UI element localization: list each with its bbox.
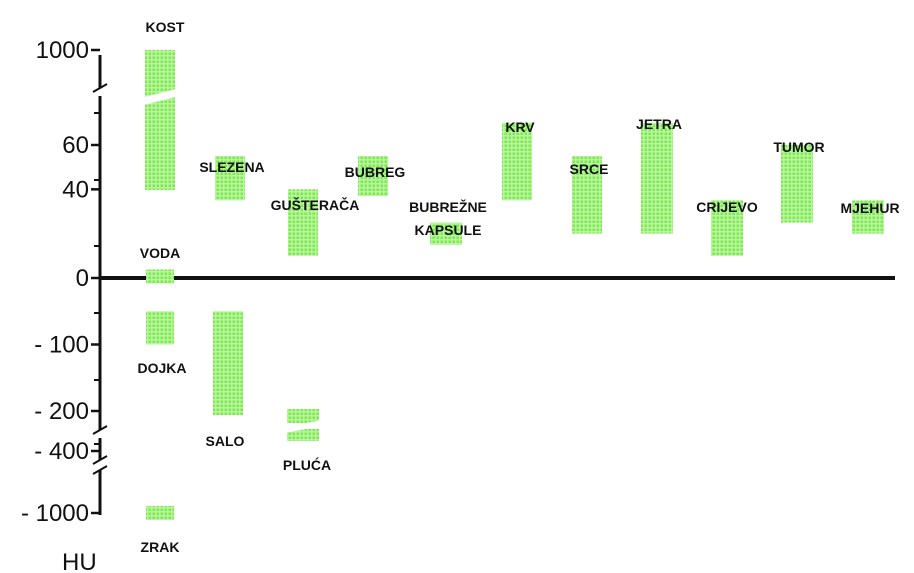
y-tick-label: - 200 (34, 398, 89, 425)
category-labels-group: KOST VODA ZRAK DOJKA SLEZENA SALO GUŠTERAČA PLU… (137, 19, 899, 555)
axis-break-mark (92, 425, 108, 435)
bar-zrak (146, 506, 174, 520)
category-label-kost: KOST (146, 19, 185, 35)
y-tick-label: 40 (62, 176, 89, 203)
bar-pluća (287, 429, 319, 441)
category-label-salo: SALO (206, 433, 245, 449)
bar-mjehur (852, 200, 884, 234)
category-label-srce: SRCE (570, 161, 609, 177)
category-label-dojka: DOJKA (137, 360, 186, 376)
bar-gušterača (288, 189, 318, 256)
bar-dojka (146, 311, 174, 345)
bar-jetra (641, 122, 673, 234)
y-axis-group: 1000 60 40 0 - 100 - 200 - 400 - 1000 (21, 37, 895, 527)
axis-break-mark (92, 455, 108, 465)
category-label-mjehur: MJEHUR (840, 200, 899, 216)
y-tick-label: 1000 (36, 37, 89, 64)
y-tick-label: 0 (76, 265, 89, 292)
y-tick-label: - 100 (34, 332, 89, 359)
y-tick-label: - 1000 (21, 500, 89, 527)
category-label-pluća: PLUĆA (283, 456, 331, 473)
axis-break-mark (92, 465, 108, 475)
category-label-zrak: ZRAK (141, 539, 180, 555)
category-label-bubrežne-kapsule: BUBREŽNE (409, 198, 487, 215)
bar-tumor (781, 145, 813, 223)
category-label-jetra: JETRA (636, 116, 682, 132)
category-label-slezena: SLEZENA (199, 159, 264, 175)
bar-voda (146, 269, 174, 284)
y-tick-label: - 400 (34, 438, 89, 465)
bar-bubrežne-kapsule (430, 222, 462, 245)
y-tick-label: 60 (62, 132, 89, 159)
bar-pluća (287, 409, 319, 423)
bar-break-gap (285, 420, 322, 433)
bar-bubreg (358, 156, 388, 196)
bar-slezena (215, 156, 245, 201)
y-unit-label: HU (62, 549, 97, 573)
category-label-crijevo: CRIJEVO (696, 199, 758, 215)
category-label-bubrežne-kapsule: KAPSULE (415, 222, 482, 238)
category-label-voda: VODA (140, 245, 180, 261)
axis-break-mark (92, 83, 108, 93)
bar-kost (145, 50, 175, 190)
category-label-krv: KRV (505, 119, 535, 135)
bar-krv (502, 122, 532, 201)
bar-srce (572, 156, 602, 234)
bar-crijevo (711, 200, 743, 256)
bars-group (140, 50, 884, 520)
category-label-gušterača: GUŠTERAČA (271, 196, 360, 213)
category-label-tumor: TUMOR (773, 139, 824, 155)
bar-break-gap (140, 88, 180, 106)
category-label-bubreg: BUBREG (345, 164, 406, 180)
bar-salo (213, 311, 243, 415)
